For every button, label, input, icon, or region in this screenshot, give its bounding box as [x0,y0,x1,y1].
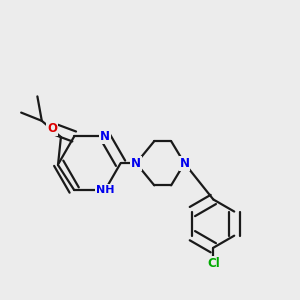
Text: N: N [131,157,141,170]
Text: O: O [47,122,57,135]
Text: N: N [100,130,110,143]
Text: Cl: Cl [207,256,220,270]
Text: N: N [179,157,190,170]
Text: NH: NH [96,185,114,195]
